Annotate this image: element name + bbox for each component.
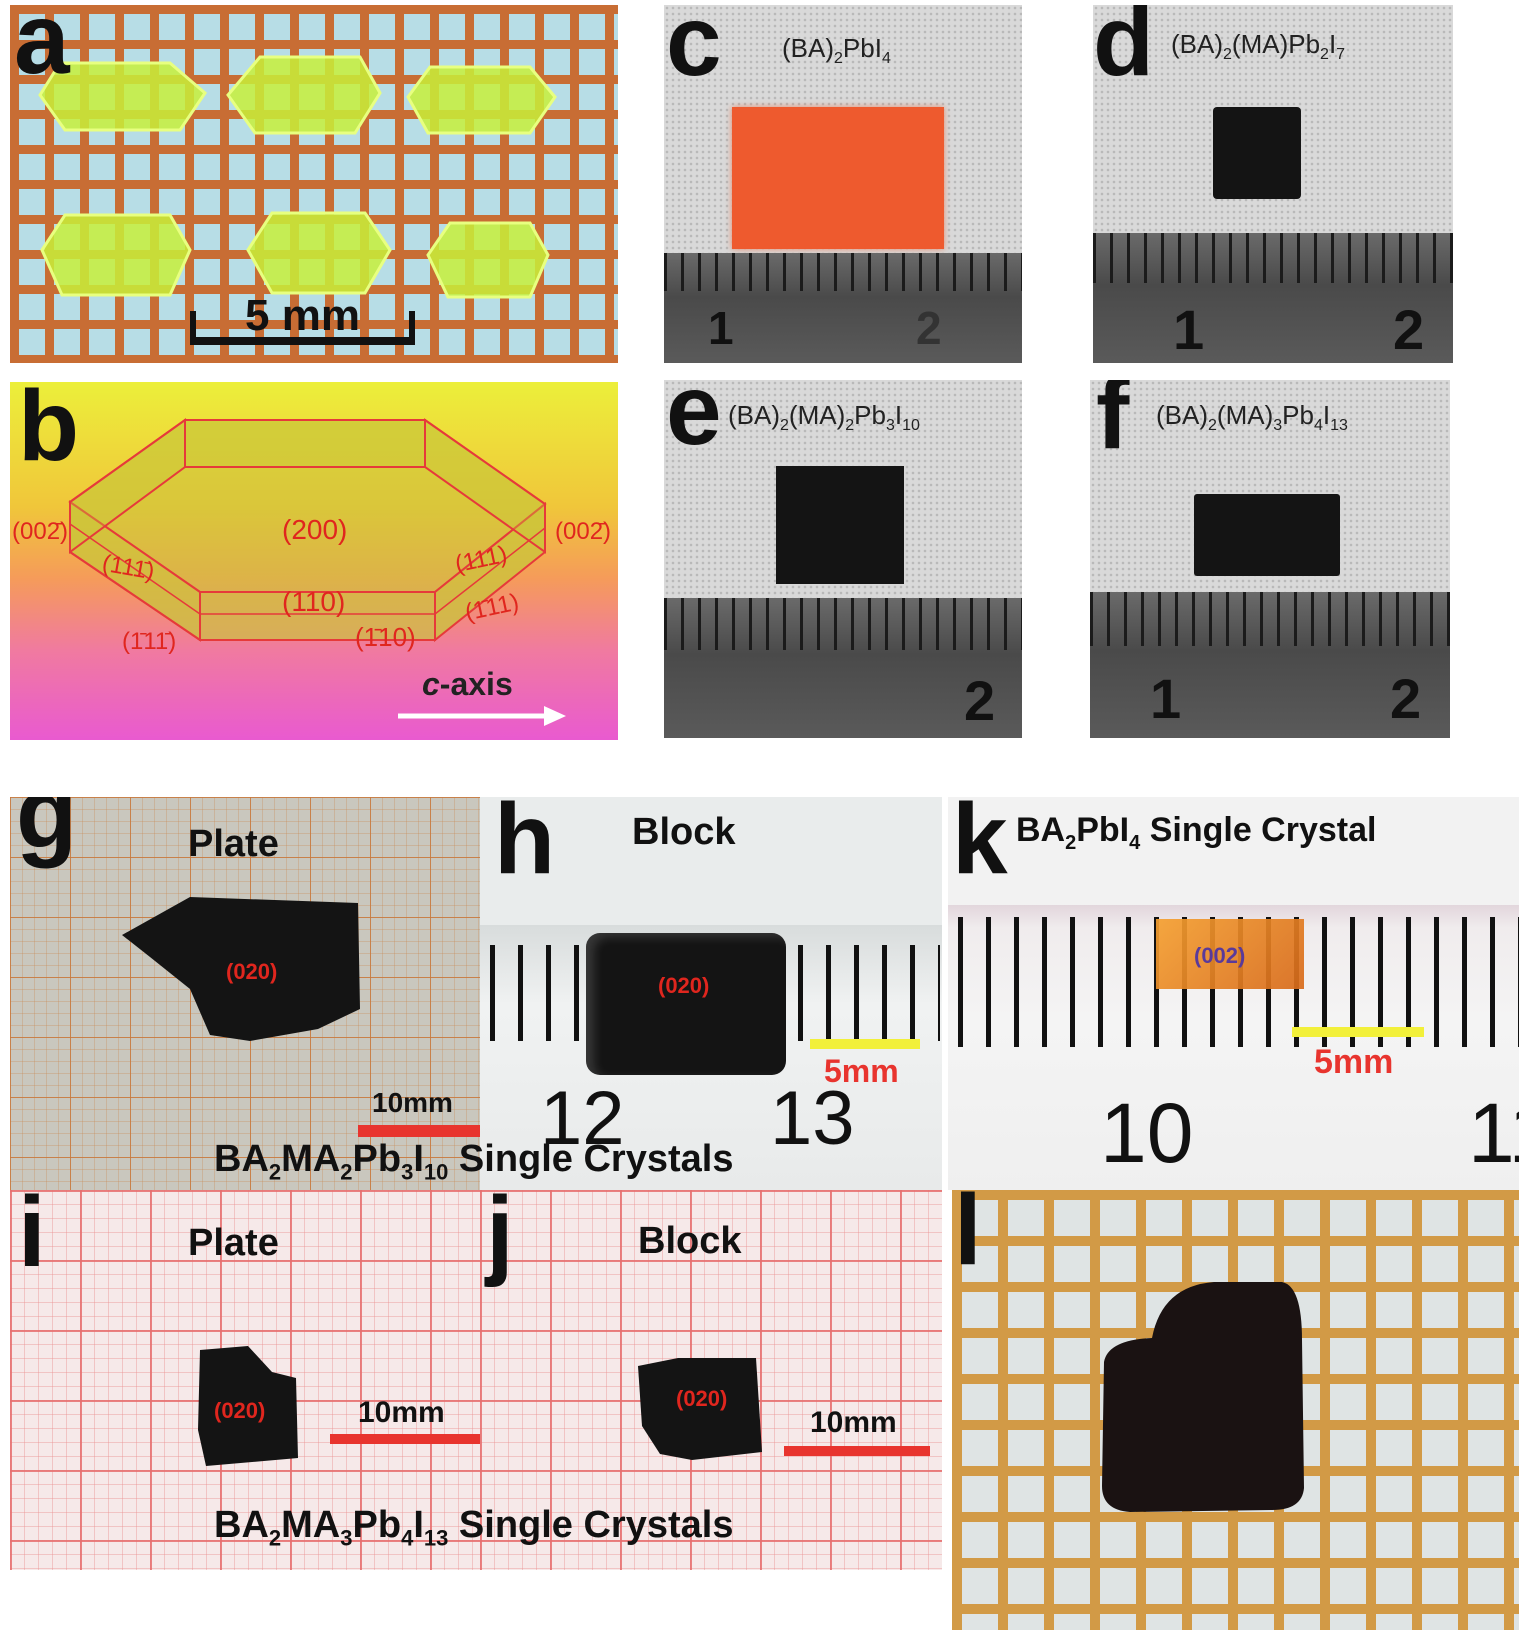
face-label-020-j: (020) — [676, 1386, 728, 1411]
panel-c: 1 2 c (BA)2PbI4 — [664, 5, 1022, 363]
scale-label-k: 5mm — [1314, 1043, 1394, 1081]
ruler-number-11: 11 — [1468, 1086, 1519, 1180]
face-label-002-k: (002) — [1194, 943, 1246, 968]
c-axis-letter: c — [422, 666, 440, 702]
face-label-002bar-right: (002̄) — [555, 518, 612, 545]
scale-label-g: 10mm — [372, 1087, 453, 1118]
panel-letter-h: h — [494, 797, 556, 895]
face-label-1bar11bar-left: (1̄11̄) — [122, 628, 177, 655]
black-crystal-d — [1213, 107, 1301, 199]
caption-gh: BA2MA2Pb3I10 Single Crystals — [214, 1138, 734, 1185]
formula-e: (BA)2(MA)2Pb3I10 — [728, 400, 920, 435]
scale-label-j: 10mm — [810, 1406, 897, 1439]
yellow-crystal-5 — [246, 211, 392, 295]
c-axis-suffix: -axis — [439, 666, 513, 702]
face-label-020-g: (020) — [226, 959, 278, 984]
panel-j-title: Block — [638, 1220, 742, 1262]
scale-label-h: 5mm — [824, 1053, 899, 1089]
formula-c: (BA)2PbI4 — [782, 33, 891, 68]
ruler-c: 1 2 — [664, 253, 1022, 363]
c-axis-label: c-axis — [422, 666, 513, 703]
panel-k-title: BA2PbI4 Single Crystal — [1016, 811, 1377, 854]
scale-label-a: 5 mm — [245, 291, 360, 340]
scale-label-i: 10mm — [358, 1396, 445, 1429]
scale-bar-j — [784, 1446, 930, 1456]
panel-a: a 5 mm — [10, 5, 618, 363]
panel-a-crystals — [38, 55, 557, 299]
panel-letter-b: b — [18, 382, 80, 482]
panel-g: g Plate (020) 10mm — [10, 797, 480, 1190]
face-label-020-i: (020) — [214, 1398, 266, 1423]
ruler-number-1: 1 — [708, 302, 734, 354]
ruler-k: 10 11 — [948, 905, 1519, 1190]
yellow-crystal-3 — [406, 65, 557, 135]
ruler-number-1: 1 — [1150, 667, 1182, 730]
ruler-number-2: 2 — [916, 302, 942, 354]
panel-letter-j: j — [486, 1190, 514, 1288]
panel-i: i Plate (020) 10mm — [10, 1190, 480, 1570]
panel-k: 10 11 k BA2PbI4 Single Crystal (002) 5mm — [948, 797, 1519, 1190]
panel-f: 1 2 f (BA)2(MA)3Pb4I13 — [1090, 380, 1450, 738]
black-crystal-l — [1102, 1282, 1304, 1512]
panel-letter-d: d — [1093, 5, 1155, 97]
face-label-020-h: (020) — [658, 973, 710, 998]
ruler-number-1: 1 — [1173, 298, 1205, 361]
ruler-number-2: 2 — [964, 669, 996, 732]
block-crystal-h — [586, 933, 786, 1075]
black-crystal-f — [1194, 494, 1340, 576]
face-label-1bar10: (1̄10) — [355, 622, 416, 652]
block-crystal-j — [638, 1358, 762, 1460]
caption-ij: BA2MA3Pb4I13 Single Crystals — [214, 1504, 734, 1551]
ruler-number-2: 2 — [1393, 298, 1425, 361]
panel-j: j Block (020) 10mm — [480, 1190, 942, 1570]
scale-bar-a — [190, 311, 415, 345]
orange-crystal-c — [732, 107, 944, 249]
yellow-crystal-6 — [426, 221, 550, 299]
panel-letter-f: f — [1096, 380, 1130, 470]
yellow-crystal-4 — [40, 213, 192, 297]
panel-letter-k: k — [952, 797, 1008, 895]
panel-l: l — [952, 1190, 1519, 1630]
black-crystal-e — [776, 466, 904, 584]
formula-d: (BA)2(MA)Pb2I7 — [1171, 29, 1346, 64]
ruler-number-13: 13 — [770, 1076, 855, 1161]
panel-i-title: Plate — [188, 1222, 279, 1264]
scale-bar-k — [1292, 1027, 1424, 1037]
ruler-number-10: 10 — [1100, 1086, 1194, 1180]
panel-h: 12 13 h Block (020) 5mm — [480, 797, 942, 1190]
panel-letter-g: g — [16, 797, 78, 869]
ruler-f: 1 2 — [1090, 592, 1450, 738]
panel-e: 2 e (BA)2(MA)2Pb3I10 — [664, 380, 1022, 738]
face-label-200: (200) — [282, 514, 348, 545]
panel-g-title: Plate — [188, 823, 279, 865]
panel-letter-c: c — [666, 5, 722, 97]
plate-crystal-i — [198, 1346, 298, 1466]
crystal-habit-diagram — [68, 418, 547, 643]
panel-h-title: Block — [632, 811, 736, 853]
panel-letter-i: i — [18, 1190, 46, 1288]
panel-letter-a: a — [14, 5, 70, 95]
scale-bar-g — [358, 1125, 480, 1137]
ruler-number-12: 12 — [540, 1076, 625, 1161]
face-label-110: (110) — [282, 586, 346, 617]
panel-d: 1 2 d (BA)2(MA)Pb2I7 — [1093, 5, 1453, 363]
face-label-002bar-left: (002̄) — [12, 518, 69, 545]
scale-bar-h — [810, 1039, 920, 1049]
orange-crystal-k — [1156, 919, 1304, 989]
c-axis-arrow — [398, 706, 566, 726]
ruler-e: 2 — [664, 598, 1022, 738]
panel-letter-e: e — [666, 380, 722, 466]
yellow-crystal-2 — [226, 55, 382, 135]
yellow-crystal-1 — [38, 61, 207, 132]
panel-letter-l: l — [954, 1190, 982, 1286]
ruler-d: 1 2 — [1093, 233, 1453, 363]
panel-b: b (200) (110) (1̄10) (002̄) (002̄) (111̄… — [10, 382, 618, 740]
ruler-number-2: 2 — [1390, 667, 1422, 730]
plate-crystal-g — [122, 897, 360, 1041]
scale-bar-i — [330, 1434, 480, 1444]
formula-f: (BA)2(MA)3Pb4I13 — [1156, 400, 1348, 435]
